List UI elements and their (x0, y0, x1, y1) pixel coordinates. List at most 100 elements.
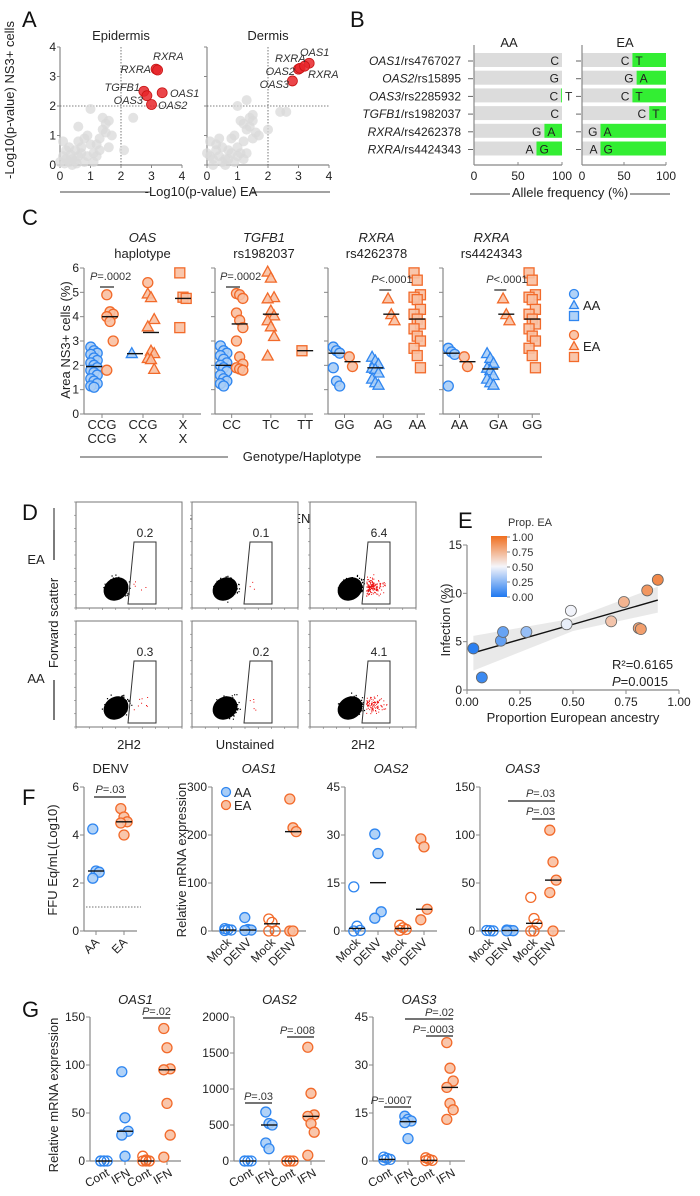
major-allele-bar (582, 123, 601, 138)
data-point-ea (158, 1151, 170, 1163)
data-point-aa (348, 881, 360, 893)
data-point-ea (400, 923, 412, 936)
data-point-aa (371, 377, 386, 390)
p-value-label: P<.0001 (486, 274, 527, 286)
background-point (229, 130, 240, 141)
minor-allele-label: A (640, 72, 648, 86)
x-tick-label: 4 (179, 169, 186, 183)
x-tick-label: 3 (148, 169, 155, 183)
snp-label: OAS1/rs4767027 (369, 54, 461, 68)
major-allele-label: G (588, 125, 597, 139)
legend-triangle-aa (568, 299, 580, 310)
major-allele-bar (582, 53, 633, 67)
data-point-ea (529, 335, 542, 347)
snp-label: OAS3/rs2285932 (369, 89, 461, 103)
gate (127, 660, 157, 724)
subplot-title: OAS2 (262, 992, 297, 1007)
data-point-aa (239, 911, 251, 924)
subplot-title: OAS1 (242, 761, 277, 776)
gate (243, 541, 273, 605)
y-tick-label: 100 (187, 876, 207, 890)
subplot-title: OAS1 (118, 992, 153, 1007)
data-point-ea (496, 291, 510, 304)
minor-allele-label: T (565, 89, 573, 103)
y-tick-label: 2 (49, 99, 56, 113)
data-point-aa (218, 380, 230, 392)
x-tick-label: AA (81, 935, 102, 956)
gate-percentage: 0.2 (137, 526, 154, 540)
gate (243, 660, 273, 724)
p-value-label: P=.008 (280, 1025, 315, 1037)
snp-label: RXRA/rs4262378 (368, 125, 462, 139)
subplot-title: rs1982037 (233, 246, 294, 261)
x-tick-label: Cont (83, 1165, 113, 1190)
background-point (73, 121, 84, 132)
x-tick-label: 4 (326, 169, 333, 183)
x-tick-label: IFN (151, 1165, 175, 1187)
cell-population-events (337, 574, 370, 599)
x-tick-label: Cont (269, 1165, 299, 1190)
background-point (247, 109, 258, 120)
data-point-aa (116, 1129, 128, 1141)
legend-circle-ea (568, 329, 580, 341)
y-tick-label: 45 (327, 780, 341, 794)
data-point-ea (158, 1022, 170, 1035)
genotype-label: AA (451, 417, 469, 432)
x-tick-label: Cont (366, 1165, 396, 1190)
major-allele-label: A (525, 143, 533, 157)
background-point (232, 101, 243, 111)
flow-plot-ea-2: 6.4 (308, 501, 417, 610)
y-tick-label: 10 (449, 586, 463, 600)
y-tick-label: 15 (355, 1106, 369, 1120)
data-point-aa (125, 346, 139, 359)
data-point-aa (369, 912, 381, 924)
minor-allele-bar (632, 53, 666, 67)
gene-label: TGFB1 (105, 82, 140, 94)
p-value-label: P=.03 (95, 784, 124, 796)
data-point-ea (101, 364, 113, 376)
panel-letter-b: B (350, 7, 365, 32)
data-point-ea (267, 329, 281, 342)
p-value-label: P<.0001 (371, 274, 412, 286)
panel-a-subplot-dermis: Dermis 0 1 2 3 4 (202, 28, 333, 183)
data-point-ea (302, 1149, 314, 1161)
major-allele-bar (474, 88, 562, 103)
flow-plot-aa-2: 4.1 (308, 620, 417, 729)
x-tick-label: 0 (579, 169, 586, 183)
panel-f-subplot-denv: DENV 0 2 4 6 AA EA P=.03 FFU Eq/mL(Log10) (45, 761, 141, 956)
background-point (103, 142, 114, 153)
background-point (128, 112, 139, 123)
x-tick-label: 0.00 (455, 695, 479, 709)
gene-label: OAS2 (158, 100, 187, 112)
data-point (560, 618, 573, 631)
minor-allele-label: T (635, 89, 643, 103)
minor-allele-bar (536, 141, 562, 156)
gate-percentage: 0.2 (253, 645, 270, 659)
y-tick-label: 0 (200, 924, 207, 938)
major-allele-label: C (550, 54, 559, 68)
major-allele-bar (474, 70, 562, 85)
x-axis-title: Genotype/Haplotype (243, 449, 362, 464)
y-tick-label: 150 (65, 1010, 85, 1024)
background-point (79, 157, 90, 168)
genotype-label: GG (522, 417, 542, 432)
y-tick-label: 2 (72, 358, 79, 372)
x-axis-title: Allele frequency (%) (512, 185, 628, 200)
p-value-label: P=.0002 (90, 271, 131, 283)
y-axis-title: Infection (%) (438, 584, 453, 657)
data-point-ea (547, 856, 559, 868)
data-point-ea (343, 351, 355, 363)
x-tick-label: 100 (656, 169, 676, 183)
p-value-label: P=.0003 (413, 1024, 454, 1036)
major-allele-label: C (621, 89, 630, 103)
highlight-point (152, 64, 164, 76)
major-allele-bar (474, 106, 562, 121)
data-point-ea (174, 267, 186, 279)
data-point-ea (164, 1129, 176, 1141)
data-point-aa (87, 872, 99, 884)
legend-triangle-ea (568, 340, 580, 351)
x-tick-label: 0.50 (561, 695, 585, 709)
